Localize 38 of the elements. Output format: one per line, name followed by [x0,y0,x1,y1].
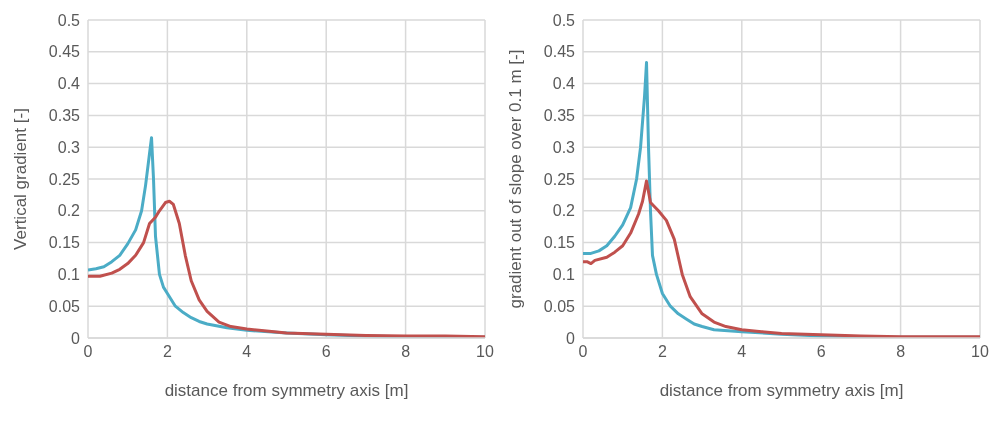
y-tick-label: 0.3 [57,138,81,156]
y-tick-label: 0.25 [543,170,576,188]
x-tick-label: 2 [657,343,667,361]
y-axis-title: gradient out of slope over 0.1 m [-] [506,49,526,309]
x-tick-label: 2 [162,343,172,361]
y-tick-label: 0.1 [552,266,576,284]
y-tick-label: 0.15 [48,234,81,252]
x-tick-label: 6 [321,343,331,361]
x-tick-label: 0 [83,343,93,361]
y-tick-label: 0.35 [48,107,81,125]
y-tick-label: 0 [566,329,576,347]
x-axis-title: distance from symmetry axis [m] [659,381,904,400]
x-tick-label: 6 [816,343,826,361]
y-tick-label: 0.05 [48,297,81,315]
x-tick-label: 10 [476,343,494,361]
y-tick-label: 0.4 [552,75,576,93]
y-tick-label: 0.5 [552,11,576,29]
y-tick-label: 0.15 [543,234,576,252]
y-tick-label: 0.35 [543,107,576,125]
x-tick-label: 0 [578,343,588,361]
y-tick-label: 0.25 [48,170,81,188]
x-tick-label: 8 [401,343,411,361]
y-tick-label: 0.2 [57,202,81,220]
y-tick-label: 0.5 [57,11,81,29]
x-tick-label: 4 [242,343,252,361]
y-tick-label: 0.45 [543,43,576,61]
y-tick-label: 0.05 [543,297,576,315]
y-tick-label: 0.2 [552,202,576,220]
x-axis-title: distance from symmetry axis [m] [164,381,409,400]
x-tick-label: 10 [971,343,989,361]
y-tick-label: 0.3 [552,138,576,156]
y-tick-label: 0.1 [57,266,81,284]
y-tick-label: 0.45 [48,43,81,61]
y-tick-label: 0 [71,329,81,347]
y-axis-title: Vertical gradient [-] [11,108,31,250]
x-tick-label: 8 [896,343,906,361]
y-tick-label: 0.4 [57,75,81,93]
x-tick-label: 4 [737,343,747,361]
